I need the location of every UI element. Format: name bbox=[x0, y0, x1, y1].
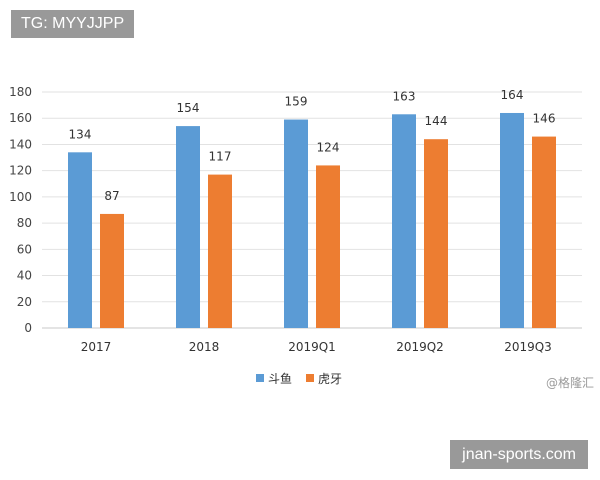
x-tick-label: 2017 bbox=[81, 340, 112, 354]
data-label: 134 bbox=[69, 127, 92, 141]
y-tick-label: 120 bbox=[9, 164, 32, 178]
y-tick-label: 180 bbox=[9, 85, 32, 99]
data-label: 163 bbox=[393, 89, 416, 103]
x-axis-ticks: 2017 2018 2019Q1 2019Q2 2019Q3 bbox=[81, 340, 552, 354]
data-labels: 134 87 154 117 159 124 163 144 164 146 bbox=[69, 88, 556, 203]
bar-series2 bbox=[424, 139, 448, 328]
x-tick-label: 2018 bbox=[189, 340, 220, 354]
y-tick-label: 80 bbox=[17, 216, 32, 230]
legend: 斗鱼 虎牙 bbox=[256, 372, 342, 386]
y-tick-label: 140 bbox=[9, 137, 32, 151]
data-label: 117 bbox=[209, 150, 232, 164]
y-tick-label: 20 bbox=[17, 295, 32, 309]
y-tick-label: 160 bbox=[9, 111, 32, 125]
y-tick-label: 60 bbox=[17, 242, 32, 256]
data-label: 154 bbox=[177, 101, 200, 115]
watermark-top: TG: MYYJJPP bbox=[11, 10, 135, 38]
bar-series1 bbox=[176, 126, 200, 328]
bars bbox=[68, 112, 556, 329]
watermark-bottom: jnan-sports.com bbox=[450, 440, 588, 469]
y-tick-label: 100 bbox=[9, 190, 32, 204]
data-label: 159 bbox=[285, 95, 308, 109]
bar-series1 bbox=[68, 152, 92, 328]
legend-label: 虎牙 bbox=[318, 372, 342, 386]
bar-series1 bbox=[392, 114, 416, 329]
data-label: 146 bbox=[533, 112, 556, 126]
bar-series1 bbox=[500, 112, 524, 328]
bar-series2 bbox=[100, 213, 124, 328]
bar-series1 bbox=[284, 119, 308, 329]
legend-label: 斗鱼 bbox=[268, 372, 292, 386]
data-label: 124 bbox=[317, 140, 340, 154]
data-label: 164 bbox=[501, 88, 524, 102]
legend-swatch-series1 bbox=[256, 374, 264, 382]
grid-lines bbox=[42, 91, 582, 329]
x-tick-label: 2019Q3 bbox=[504, 340, 552, 354]
y-axis-ticks: 0 20 40 60 80 100 120 140 160 180 bbox=[9, 85, 32, 335]
data-label: 144 bbox=[425, 114, 448, 128]
x-tick-label: 2019Q2 bbox=[396, 340, 444, 354]
bar-series2 bbox=[208, 174, 232, 328]
bar-series2 bbox=[532, 136, 556, 328]
bar-series2 bbox=[316, 165, 340, 328]
x-tick-label: 2019Q1 bbox=[288, 340, 336, 354]
y-tick-label: 0 bbox=[24, 321, 32, 335]
data-label: 87 bbox=[104, 189, 119, 203]
source-credit: @格隆汇 bbox=[546, 375, 594, 390]
y-tick-label: 40 bbox=[17, 269, 32, 283]
legend-swatch-series2 bbox=[306, 374, 314, 382]
